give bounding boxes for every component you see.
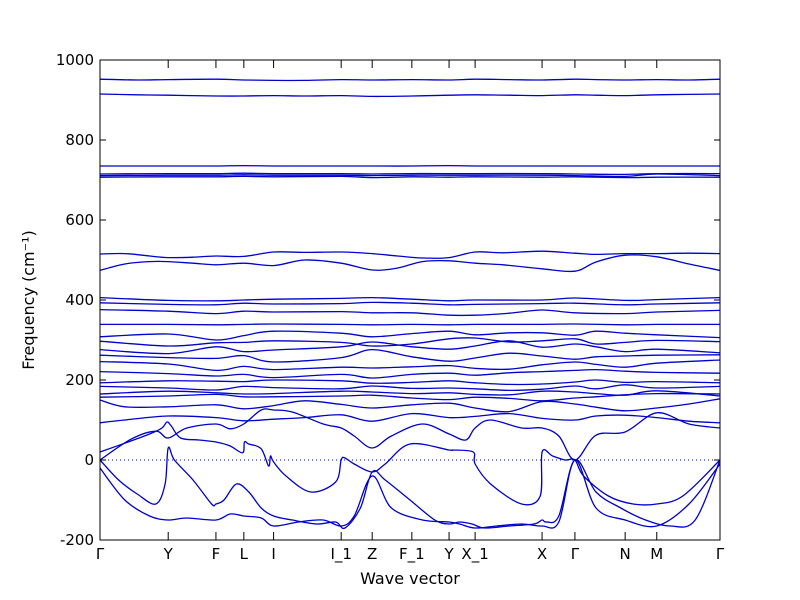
y-axis-title: Frequency (cm⁻¹) [19, 230, 38, 369]
x-axis-ticks: Γ Y F L I I_1 Z F_1 Y X_1 X Γ N M Γ [96, 60, 725, 564]
band-lines [99, 78, 721, 530]
x-tick-label: I_1 [330, 545, 351, 564]
band-line-12 [99, 323, 721, 326]
y-axis-ticks: -200 0 200 400 600 800 1000 [56, 51, 720, 549]
plot-frame [99, 59, 721, 541]
band-line-10 [99, 301, 721, 306]
band-line-15 [99, 340, 721, 355]
x-tick-label: Z [367, 545, 377, 563]
x-tick-label: L [240, 545, 249, 563]
band-line-6 [99, 175, 721, 179]
x-tick-label: X [537, 545, 547, 563]
band-line-13 [99, 330, 721, 341]
x-tick-label: X_1 [461, 545, 488, 564]
x-tick-label: N [620, 545, 631, 563]
band-line-18 [99, 368, 721, 379]
y-tick-label: 200 [65, 371, 94, 389]
x-tick-label: I [271, 545, 275, 563]
y-tick-label: 800 [65, 131, 94, 149]
y-tick-label: 600 [65, 211, 94, 229]
x-axis-title: Wave vector [360, 569, 460, 588]
x-tick-label: Γ [716, 545, 725, 563]
band-line-16 [99, 348, 721, 363]
y-tick-label: -200 [60, 531, 94, 549]
band-line-1 [99, 78, 721, 82]
x-tick-label: Y [163, 545, 174, 563]
band-line-2 [99, 93, 721, 98]
x-tick-label: F_1 [399, 545, 425, 564]
band-line-5 [99, 173, 721, 178]
y-tick-label: 400 [65, 291, 94, 309]
band-line-8 [99, 254, 721, 273]
x-tick-label: F [212, 545, 221, 563]
band-line-7 [99, 250, 721, 259]
band-line-14 [99, 337, 721, 347]
band-line-21 [99, 390, 721, 397]
band-line-22 [99, 392, 721, 402]
band-line-11 [99, 308, 721, 317]
x-tick-label: Γ [96, 545, 105, 563]
band-line-23 [99, 398, 721, 413]
band-line-19 [99, 379, 721, 386]
band-line-20 [99, 384, 721, 392]
band-line-4 [99, 172, 721, 176]
x-tick-label: Γ [571, 545, 580, 563]
band-line-17 [99, 359, 721, 372]
y-tick-label: 0 [84, 451, 94, 469]
x-tick-label: Y [443, 545, 454, 563]
band-line-24 [99, 412, 721, 424]
x-tick-label: M [650, 545, 663, 563]
y-tick-label: 1000 [56, 51, 94, 69]
band-line-9 [99, 296, 721, 302]
